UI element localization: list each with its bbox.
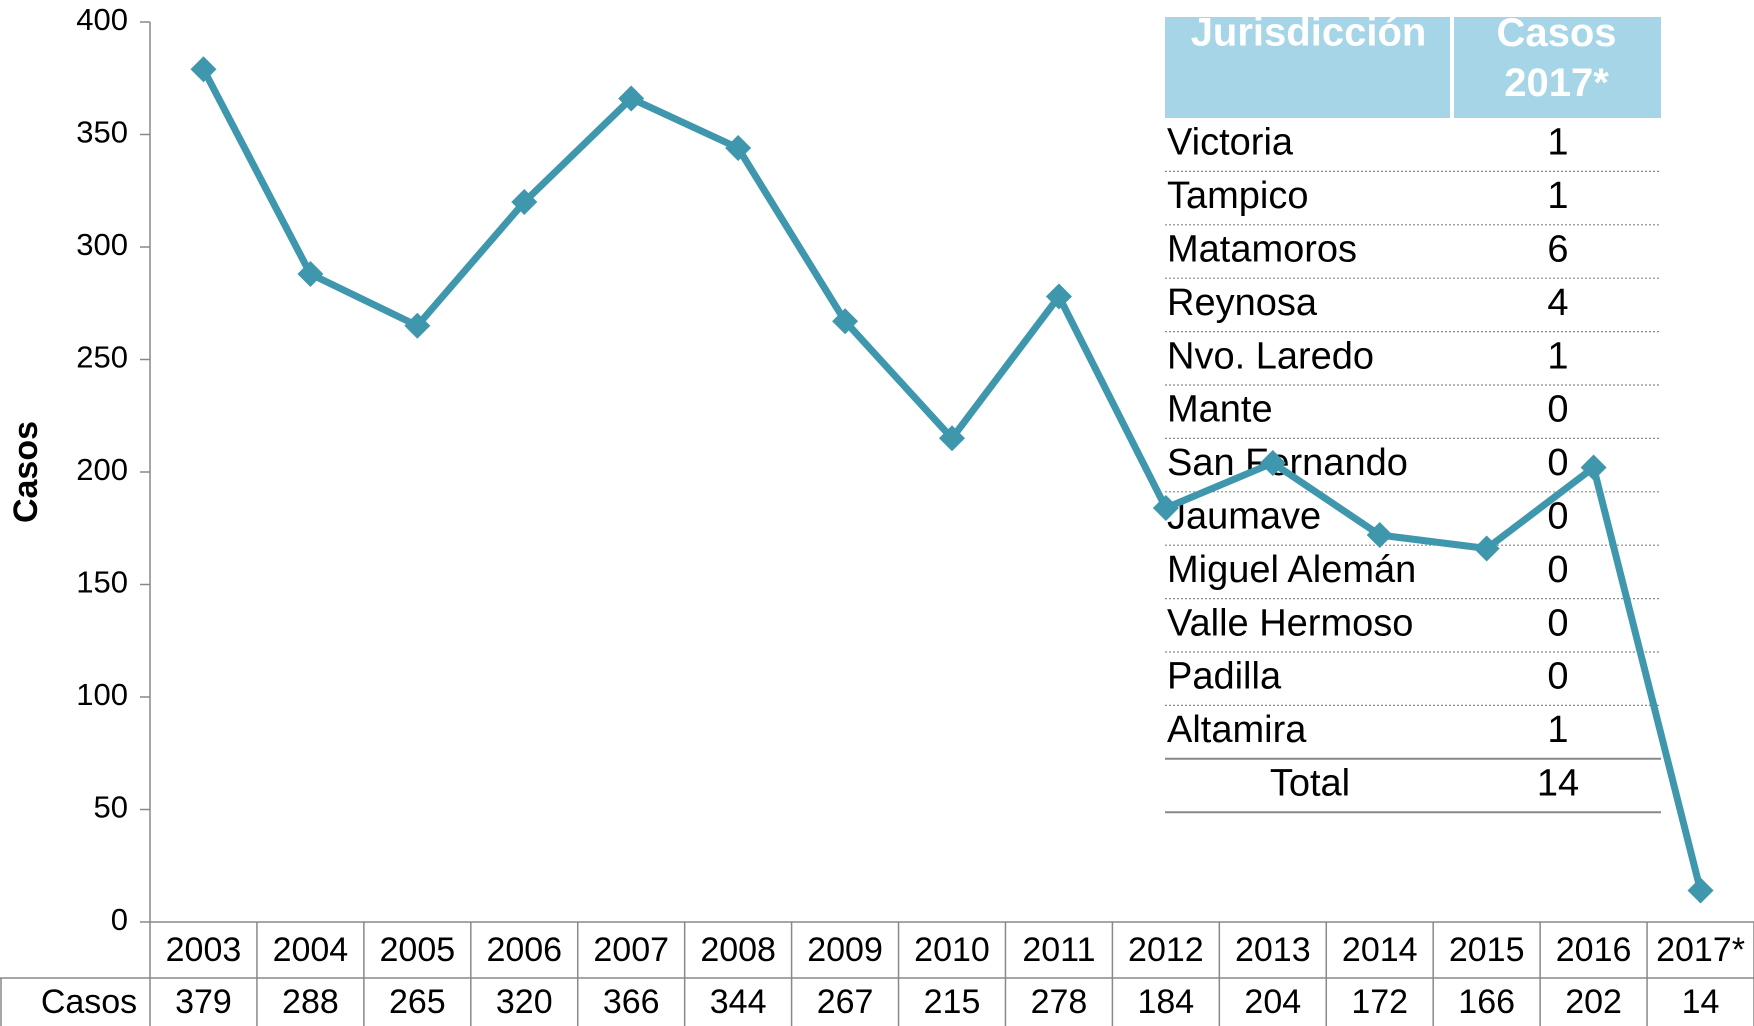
table-value: 267 (817, 983, 874, 1021)
table-value: 344 (710, 983, 767, 1021)
table-cell: 1 (1547, 175, 1568, 217)
table-cell: Reynosa (1167, 282, 1318, 324)
table-cell: 1 (1547, 335, 1568, 377)
y-axis-label: Casos (7, 421, 45, 523)
x-tick-label: 2016 (1556, 931, 1632, 969)
marker (1580, 454, 1607, 481)
y-tick-label: 400 (76, 2, 128, 37)
marker (1152, 495, 1179, 521)
marker (1687, 877, 1714, 904)
x-tick-label: 2008 (700, 931, 776, 969)
table-cell: Altamira (1167, 709, 1307, 751)
table-cell: Jaumave (1167, 496, 1321, 538)
table-header-bg (1454, 17, 1661, 118)
table-cell: Valle Hermoso (1167, 602, 1413, 644)
x-tick-label: 2011 (1022, 931, 1095, 969)
marker (1473, 535, 1500, 562)
table-value: 166 (1458, 983, 1515, 1021)
table-cell: 0 (1547, 656, 1568, 698)
table-cell: Tampico (1167, 175, 1309, 217)
table-value: 215 (924, 983, 981, 1021)
x-tick-label: 2007 (593, 931, 669, 969)
x-tick-label: 2003 (166, 931, 242, 969)
marker (1045, 283, 1072, 310)
table-cell: 0 (1547, 496, 1568, 538)
table-cell: Matamoros (1167, 229, 1357, 271)
table-value: 278 (1031, 983, 1088, 1021)
table-cell: 6 (1547, 229, 1568, 271)
table-cell: 0 (1547, 549, 1568, 591)
x-tick-label: 2013 (1235, 931, 1311, 969)
table-cell: 4 (1547, 282, 1568, 324)
table-value: 288 (282, 983, 339, 1021)
table-cell: 1 (1547, 122, 1568, 164)
y-tick-label: 50 (94, 790, 128, 825)
table-cell: 0 (1547, 389, 1568, 431)
x-tick-label: 2012 (1128, 931, 1204, 969)
table-value: 379 (175, 983, 232, 1021)
marker (618, 85, 645, 112)
y-tick-label: 200 (76, 452, 128, 487)
marker (297, 261, 324, 287)
table-value: 366 (603, 983, 660, 1021)
table-value: 202 (1565, 983, 1622, 1021)
table-header: Casos 2017* (1496, 11, 1616, 105)
x-tick-label: 2006 (486, 931, 562, 969)
table-cell: Padilla (1167, 656, 1282, 698)
table-value: 184 (1137, 983, 1194, 1021)
marker (832, 308, 859, 335)
table-cell: 1 (1547, 709, 1568, 751)
y-tick-label: 0 (111, 902, 128, 937)
x-tick-label: 2010 (914, 931, 990, 969)
y-tick-label: 100 (76, 677, 128, 712)
x-tick-label: 2004 (273, 931, 349, 969)
x-tick-label: 2005 (380, 931, 456, 969)
table-value: 204 (1244, 983, 1301, 1021)
marker (725, 135, 752, 161)
marker (1259, 450, 1286, 476)
table-cell: 0 (1547, 602, 1568, 644)
legend-label: Casos (41, 983, 137, 1021)
table-cell: Nvo. Laredo (1167, 335, 1374, 377)
table-cell: Victoria (1167, 122, 1294, 164)
table-cell: San Fernando (1167, 442, 1408, 484)
marker (1366, 522, 1393, 548)
table-cell: 0 (1547, 442, 1568, 484)
marker (939, 425, 965, 452)
marker (190, 56, 217, 83)
table-value: 172 (1351, 983, 1408, 1021)
table-header: Jurisdicción (1191, 11, 1427, 55)
table-cell: Mante (1167, 389, 1273, 431)
table-total-label: Total (1270, 763, 1350, 805)
y-tick-label: 150 (76, 565, 128, 600)
y-tick-label: 350 (76, 115, 128, 150)
table-total-value: 14 (1537, 763, 1579, 805)
table-value: 14 (1682, 983, 1720, 1021)
y-tick-label: 300 (76, 227, 128, 262)
x-tick-label: 2009 (807, 931, 883, 969)
y-tick-label: 250 (76, 340, 128, 375)
x-tick-label: 2015 (1449, 931, 1525, 969)
table-header-bg (1165, 17, 1450, 118)
table-value: 265 (389, 983, 446, 1021)
x-tick-label: 2017* (1656, 931, 1745, 969)
line (200, 67, 1704, 892)
table-value: 320 (496, 983, 553, 1021)
marker (511, 189, 538, 215)
x-tick-label: 2014 (1342, 931, 1418, 969)
table-cell: Miguel Alemán (1167, 549, 1416, 591)
marker (404, 312, 431, 339)
